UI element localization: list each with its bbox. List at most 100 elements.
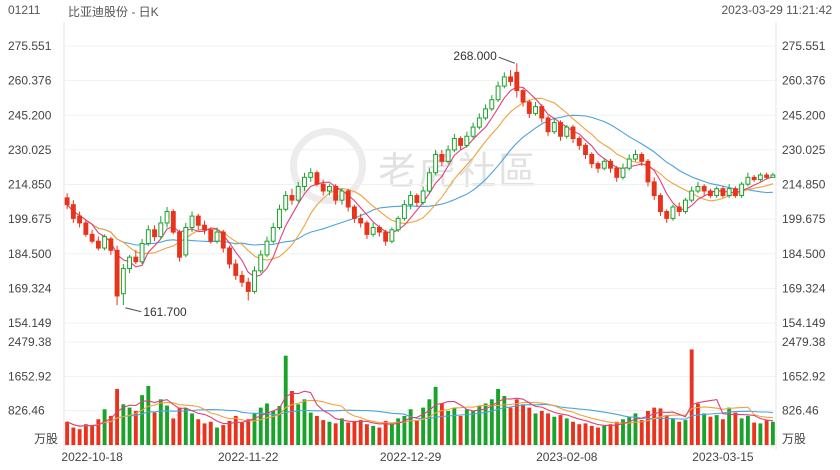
volume-bar <box>296 404 301 445</box>
volume-bar <box>402 415 407 445</box>
candle-body <box>695 185 701 192</box>
price-tick-left: 275.551 <box>8 39 52 53</box>
volume-ma10-line <box>66 399 773 427</box>
volume-bar <box>233 415 238 445</box>
volume-tick-right: 1652.92 <box>782 369 826 383</box>
volume-bar <box>627 416 632 445</box>
candle-body <box>683 199 688 213</box>
volume-bar <box>452 407 457 445</box>
candle-body <box>145 229 151 244</box>
candle-body <box>464 135 470 146</box>
volume-bar <box>539 410 544 445</box>
volume-bar <box>221 425 226 445</box>
high-value-label: 268.000 <box>453 49 497 63</box>
candle-body <box>314 172 320 185</box>
volume-bar <box>227 420 232 445</box>
candle-body <box>433 153 439 174</box>
candle-body <box>370 227 376 235</box>
volume-tick-left: 826.46 <box>8 404 45 418</box>
volume-bar <box>377 427 382 445</box>
volume-bar <box>702 413 707 445</box>
candle-body <box>220 231 226 249</box>
candle-body <box>170 211 176 233</box>
candle-body <box>439 153 445 162</box>
candle-body <box>476 117 482 128</box>
candle-body <box>764 174 770 178</box>
candle-body <box>620 167 626 178</box>
candle-body <box>458 138 464 146</box>
volume-bar <box>458 415 463 445</box>
candle-body <box>614 167 620 178</box>
volume-bar <box>90 425 95 445</box>
candle-body <box>745 176 751 185</box>
volume-bar <box>733 412 738 445</box>
price-tick-right: 275.551 <box>782 39 826 53</box>
candle-body <box>152 229 157 238</box>
price-tick-right: 245.200 <box>782 108 826 122</box>
volume-bar <box>252 413 257 445</box>
price-tick-right: 154.149 <box>782 316 826 330</box>
candle-body <box>751 176 757 181</box>
candle-body <box>414 195 420 203</box>
candle-body <box>714 188 720 197</box>
volume-bar <box>333 423 338 445</box>
candle-body <box>252 270 257 292</box>
candle-body <box>308 172 314 178</box>
volume-bar <box>171 418 176 445</box>
candle-body <box>208 229 214 242</box>
candle-body <box>426 172 432 192</box>
candle-body <box>726 188 732 197</box>
volume-bar <box>739 418 744 445</box>
volume-bar <box>671 418 675 445</box>
candle-body <box>701 185 707 192</box>
volume-bar <box>246 419 251 445</box>
price-tick-right: 214.850 <box>782 178 826 192</box>
candle-body <box>133 256 139 263</box>
price-tick-left: 230.025 <box>8 143 52 157</box>
tiger-logo-icon <box>290 128 366 204</box>
stock-code: 01211 <box>8 3 41 17</box>
low-pointer-line <box>125 307 142 313</box>
candle-body <box>195 215 201 226</box>
volume-bar <box>283 355 288 445</box>
volume-bar <box>96 419 101 445</box>
volume-bar <box>514 399 519 445</box>
volume-bar <box>383 420 388 445</box>
volume-bar <box>571 421 575 445</box>
candle-body <box>757 174 763 181</box>
volume-bar <box>215 427 219 445</box>
volume-bar <box>65 421 70 445</box>
candle-body <box>589 153 595 165</box>
candle-body <box>670 206 676 219</box>
volume-bar <box>464 409 469 445</box>
candle-body <box>139 242 145 263</box>
candle-body <box>95 240 101 249</box>
candle-body <box>364 222 370 235</box>
candle-body <box>639 153 645 162</box>
volume-bar <box>290 390 294 445</box>
candle-body <box>658 195 663 213</box>
candle-body <box>445 149 451 162</box>
volume-bar <box>752 422 757 445</box>
volume-bar <box>614 421 619 445</box>
candle-body <box>470 126 476 137</box>
candle-body <box>70 204 76 219</box>
volume-bar <box>521 404 525 445</box>
price-tick-right: 169.324 <box>782 281 826 295</box>
volume-bar <box>308 412 313 445</box>
volume-bar <box>683 420 688 445</box>
volume-bar <box>190 413 194 445</box>
volume-bar <box>533 413 538 445</box>
volume-bar <box>265 403 269 445</box>
volume-bar <box>577 424 582 445</box>
volume-bar <box>414 420 419 445</box>
volume-bar <box>764 420 769 445</box>
volume-bar <box>421 407 426 445</box>
candle-body <box>720 188 726 197</box>
volume-bar <box>527 407 532 445</box>
volume-bar <box>165 405 169 445</box>
candle-body <box>514 71 520 92</box>
volume-bar <box>339 418 344 445</box>
candle-body <box>395 217 401 231</box>
price-tick-right: 184.500 <box>782 247 826 261</box>
